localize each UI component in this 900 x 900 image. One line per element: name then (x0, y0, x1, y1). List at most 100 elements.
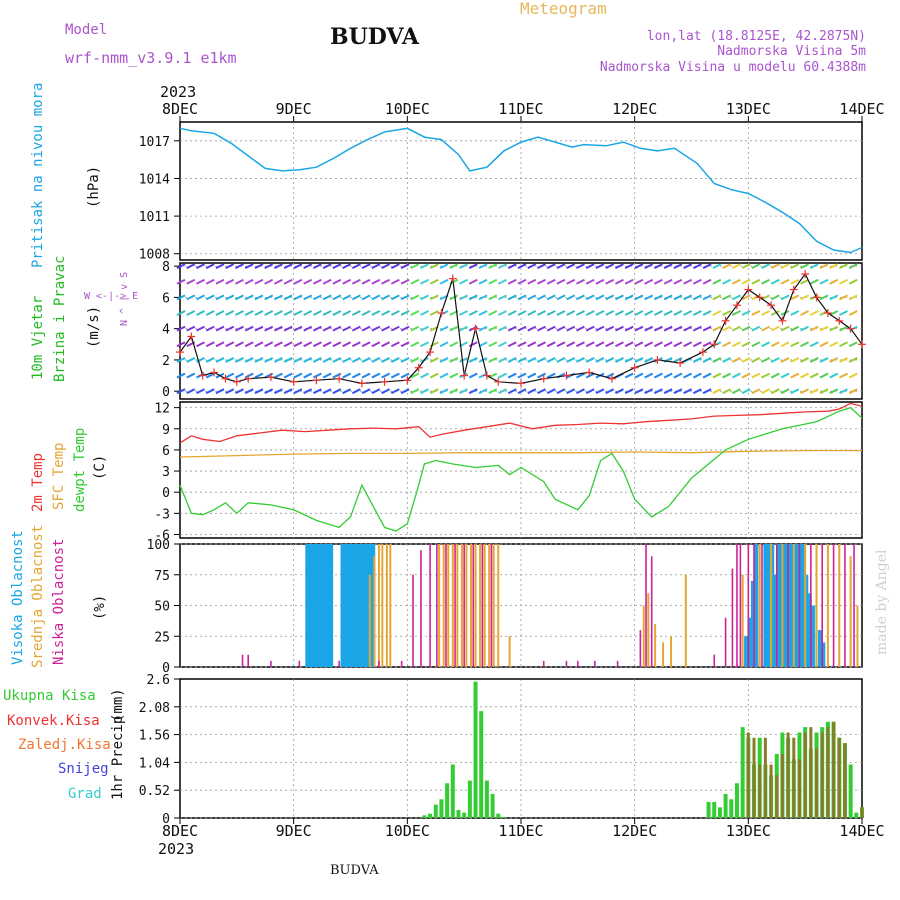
wind-arrow (381, 278, 391, 285)
wind-arrow (381, 263, 391, 270)
wind-arrow (205, 278, 215, 285)
wind-arrow (527, 388, 537, 395)
wind-arrow (449, 388, 459, 395)
wind-arrow (770, 278, 780, 285)
wind-arrow (332, 310, 342, 316)
wind-arrow (264, 294, 274, 301)
precip-ytick-label: 1.56 (139, 729, 170, 744)
wind-arrow (312, 263, 322, 270)
wind-arrow (576, 357, 585, 363)
wind-arrow (556, 388, 566, 395)
wind-arrow (322, 357, 332, 363)
wind-arrow (663, 310, 673, 316)
wind-arrow (546, 388, 556, 395)
wind-arrow (848, 278, 858, 285)
wind-arrow (761, 325, 771, 332)
wind-arrow (410, 310, 420, 316)
legend-grad: Grad (68, 786, 102, 802)
wind-arrow (488, 278, 498, 285)
wind-arrow (829, 278, 839, 285)
wind-arrow (517, 388, 527, 395)
wind-arrow (351, 263, 361, 270)
wind-arrow (712, 388, 722, 395)
wind-arrow (420, 388, 430, 395)
wind-arrow (176, 341, 186, 348)
wind-ytick-label: 0 (162, 385, 170, 400)
wind-arrow (361, 325, 371, 332)
wind-arrow (566, 388, 576, 395)
wind-arrow (478, 294, 488, 301)
wind-arrow (819, 388, 829, 395)
wind-arrow (839, 325, 848, 332)
wind-arrow (829, 310, 839, 316)
model-elevation-text: Nadmorska Visina u modelu 60.4388m (600, 60, 866, 75)
wind-arrow (527, 294, 537, 301)
wind-arrow (186, 263, 196, 270)
wind-arrow (235, 388, 244, 395)
wind-arrow (527, 372, 537, 379)
wind-arrow (722, 357, 732, 363)
wind-arrow (712, 325, 722, 332)
wind-arrow (273, 310, 283, 316)
wind-arrow (829, 372, 839, 379)
wind-arrow (283, 325, 293, 332)
wind-arrow (761, 310, 771, 316)
wind-arrow (673, 294, 683, 301)
wind-arrow (312, 372, 322, 379)
wind-arrow (741, 325, 751, 332)
date-tick-label: 10DEC (385, 100, 430, 118)
wind-arrow (186, 388, 196, 395)
wind-arrow (595, 388, 605, 395)
wind-arrow (722, 278, 732, 285)
date-tick-label: 12DEC (612, 100, 657, 118)
wind-arrow (205, 341, 215, 348)
wind-arrow (303, 341, 313, 348)
temp-ytick-label: 12 (154, 402, 170, 417)
wind-arrow (673, 372, 683, 379)
wind-arrow (468, 341, 478, 348)
wind-arrow (293, 325, 303, 332)
wind-arrow (273, 388, 283, 395)
wind-axis-title: 10m Vjetar (30, 296, 46, 380)
wind-arrow (800, 278, 809, 285)
wind-arrow (761, 278, 771, 285)
wind-arrow (576, 341, 585, 348)
wind-arrow (731, 294, 741, 301)
wind-arrow (663, 372, 673, 379)
wind-arrow (244, 310, 254, 316)
wind-arrow (361, 388, 371, 395)
wind-arrow (848, 341, 858, 348)
wind-arrow (800, 263, 809, 270)
wind-arrow (312, 341, 322, 348)
pressure-panel: 1017 1014 1011 1008 (139, 121, 863, 263)
wind-arrow (459, 263, 468, 270)
wind-arrow (634, 294, 644, 301)
wind-arrow (498, 310, 507, 316)
wind-arrow (614, 341, 624, 348)
wind-arrow (507, 325, 517, 332)
wind-arrow (751, 310, 761, 316)
wind-arrow (819, 372, 829, 379)
precip-ytick-label: 2.6 (147, 673, 170, 688)
wind-arrow (186, 325, 196, 332)
wind-arrow (722, 388, 732, 395)
wind-arrow (819, 278, 829, 285)
wind-arrow (478, 263, 488, 270)
wind-arrow (780, 357, 790, 363)
wind-arrow (488, 325, 498, 332)
wind-compass-vertical: N ^ | v S (119, 272, 130, 326)
wind-arrow (770, 357, 780, 363)
wind-arrow (390, 278, 400, 285)
wind-arrow (595, 341, 605, 348)
wind-arrow (196, 325, 205, 332)
wind-arrow (566, 278, 576, 285)
wind-arrow (254, 325, 264, 332)
wind-arrow (751, 388, 761, 395)
wind-arrow (683, 310, 693, 316)
wind-arrow (390, 341, 400, 348)
wind-arrow (770, 372, 780, 379)
wind-arrow (449, 357, 459, 363)
wind-arrow (342, 278, 352, 285)
wind-arrow (819, 357, 829, 363)
wind-arrow (459, 357, 468, 363)
